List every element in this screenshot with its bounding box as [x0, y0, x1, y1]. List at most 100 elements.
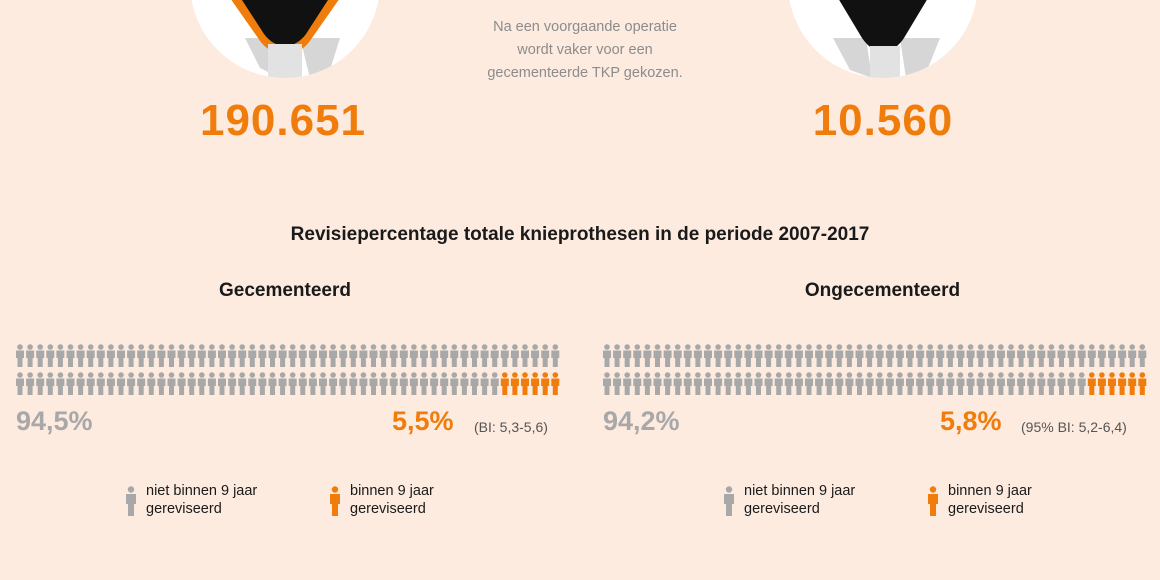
- person-icon: [197, 372, 206, 395]
- person-icon: [157, 372, 166, 395]
- person-icon: [784, 344, 793, 367]
- person-icon: [177, 372, 186, 395]
- person-icon: [1138, 344, 1147, 367]
- legend-not-revised-uncemented: niet binnen 9 jaar gereviseerd: [722, 482, 884, 518]
- person-icon: [855, 344, 864, 367]
- person-icon: [127, 344, 136, 367]
- person-icon: [319, 344, 327, 367]
- person-icon: [490, 372, 499, 395]
- person-icon: [916, 344, 925, 367]
- person-icon: [430, 344, 439, 367]
- person-icon: [603, 344, 611, 367]
- person-icon: [66, 372, 75, 395]
- revised-person-icon: [1108, 372, 1116, 395]
- person-icon: [805, 344, 813, 367]
- person-icon: [1057, 372, 1066, 395]
- person-icon: [1077, 372, 1086, 395]
- person-icon: [754, 344, 763, 367]
- person-icon: [885, 344, 894, 367]
- person-icon: [643, 372, 652, 395]
- person-icon: [1087, 344, 1096, 367]
- person-grid-cemented: [16, 344, 560, 395]
- person-icon: [734, 344, 743, 367]
- person-icon: [673, 372, 682, 395]
- person-icon: [207, 344, 216, 367]
- not-revised-pct-uncemented: 94,2%: [603, 406, 680, 436]
- person-icon: [430, 372, 439, 395]
- person-icon: [76, 372, 85, 395]
- person-icon: [1017, 372, 1026, 395]
- person-icon: [734, 372, 743, 395]
- person-icon: [46, 344, 55, 367]
- person-icon: [663, 344, 672, 367]
- person-icon: [500, 344, 509, 367]
- person-icon: [956, 372, 965, 395]
- person-icon: [127, 372, 136, 395]
- person-icon: [613, 372, 622, 395]
- person-icon: [308, 372, 317, 395]
- revised-person-icon: [510, 372, 519, 395]
- person-icon: [1047, 344, 1056, 367]
- person-icon: [531, 344, 540, 367]
- person-icon: [653, 344, 662, 367]
- person-icon: [409, 372, 418, 395]
- revised-person-icon: [531, 372, 540, 395]
- person-icon: [76, 344, 85, 367]
- person-icon: [117, 372, 125, 395]
- person-icon: [906, 344, 914, 367]
- person-icon: [339, 344, 348, 367]
- legend-revised-cemented: binnen 9 jaar gereviseerd: [328, 482, 490, 518]
- person-icon: [167, 372, 176, 395]
- person-icon: [865, 344, 874, 367]
- person-icon: [268, 344, 277, 367]
- person-icon: [329, 344, 338, 367]
- person-icon: [683, 344, 692, 367]
- person-icon: [875, 344, 884, 367]
- uncemented-total: 10.560: [812, 96, 954, 145]
- person-icon: [26, 372, 35, 395]
- legend-not-revised-cemented: niet binnen 9 jaar gereviseerd: [124, 482, 286, 518]
- person-icon: [106, 372, 115, 395]
- person-icon: [66, 344, 75, 367]
- person-icon: [724, 372, 733, 395]
- person-grid-uncemented: [603, 344, 1147, 395]
- person-icon: [480, 344, 489, 367]
- person-icon: [359, 344, 368, 367]
- person-icon: [551, 344, 560, 367]
- person-icon: [623, 372, 632, 395]
- person-icon: [693, 372, 702, 395]
- person-icon: [470, 344, 479, 367]
- revised-person-icon: [521, 372, 529, 395]
- person-icon: [1037, 372, 1046, 395]
- person-icon: [167, 344, 176, 367]
- person-icon: [956, 344, 965, 367]
- person-icon: [906, 372, 914, 395]
- person-icon: [1067, 372, 1076, 395]
- person-icon: [96, 344, 105, 367]
- grey-person-icon: [724, 486, 734, 516]
- person-icon: [268, 372, 277, 395]
- person-icon: [714, 344, 723, 367]
- person-icon: [26, 344, 35, 367]
- person-icon: [784, 372, 793, 395]
- person-icon: [218, 372, 226, 395]
- person-icon: [704, 372, 712, 395]
- section-title: Revisiepercentage totale knieprothesen i…: [290, 224, 870, 245]
- person-icon: [298, 372, 307, 395]
- knee-illustration-cemented: [190, 0, 380, 78]
- person-icon: [36, 372, 45, 395]
- knee-illustration-uncemented: [788, 0, 978, 78]
- person-icon: [1037, 344, 1046, 367]
- person-icon: [815, 344, 824, 367]
- person-icon: [258, 344, 267, 367]
- person-icon: [845, 372, 854, 395]
- person-icon: [774, 344, 783, 367]
- revised-person-icon: [500, 372, 509, 395]
- knee-prosthesis-icon: [231, 0, 340, 78]
- person-icon: [308, 344, 317, 367]
- person-icon: [36, 344, 45, 367]
- person-icon: [926, 372, 935, 395]
- person-icon: [207, 372, 216, 395]
- person-icon: [177, 344, 186, 367]
- person-icon: [603, 372, 611, 395]
